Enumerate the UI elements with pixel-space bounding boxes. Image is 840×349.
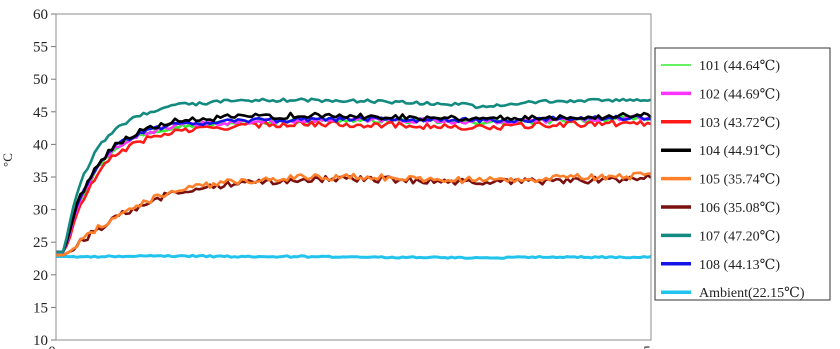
y-tick-label: 10: [33, 333, 48, 349]
y-tick-label: 30: [33, 203, 48, 219]
legend-label: 101 (44.64℃): [699, 59, 780, 74]
series-line-2: [56, 114, 652, 254]
x-axis: 05: [48, 344, 651, 349]
series-line-6: [56, 174, 652, 257]
plot-frame: [55, 13, 652, 341]
y-tick-label: 50: [33, 72, 48, 88]
series-line-5: [56, 171, 652, 257]
legend-label: 106 (35.08℃): [699, 201, 780, 216]
legend-label: Ambient(22.15℃): [699, 286, 805, 301]
legend-box: [654, 47, 831, 301]
series-line-3: [56, 119, 652, 254]
y-axis-label: °C: [0, 153, 15, 167]
series-line-9: [56, 253, 652, 260]
series-line-7: [56, 97, 652, 254]
y-tick-label: 20: [33, 268, 48, 284]
y-tick-label: 40: [33, 137, 48, 153]
legend-label: 103 (43.72℃): [699, 116, 780, 131]
y-tick-label: 15: [33, 300, 48, 316]
y-axis: 10 15 20 25 30 35 40 45 50 55 60 °C: [0, 7, 56, 349]
legend-label: 108 (44.13℃): [699, 258, 780, 273]
legend-label: 107 (47.20℃): [699, 229, 780, 244]
legend-label: 104 (44.91℃): [699, 144, 780, 159]
y-tick-label: 55: [33, 40, 48, 56]
legend-label: 102 (44.69℃): [699, 87, 780, 102]
y-tick-label: 35: [33, 170, 48, 186]
series-line-4: [56, 111, 652, 254]
y-tick-label: 60: [33, 7, 48, 23]
x-tick-label: 5: [643, 344, 651, 349]
legend: 101 (44.64℃) 102 (44.69℃) 103 (43.72℃) 104 …: [654, 47, 831, 301]
x-tick-label: 0: [48, 344, 56, 349]
y-tick-label: 45: [33, 105, 48, 121]
y-tick-label: 25: [33, 235, 48, 251]
series-lines: [56, 97, 652, 260]
legend-label: 105 (35.74℃): [699, 173, 780, 188]
series-line-8: [56, 114, 652, 254]
